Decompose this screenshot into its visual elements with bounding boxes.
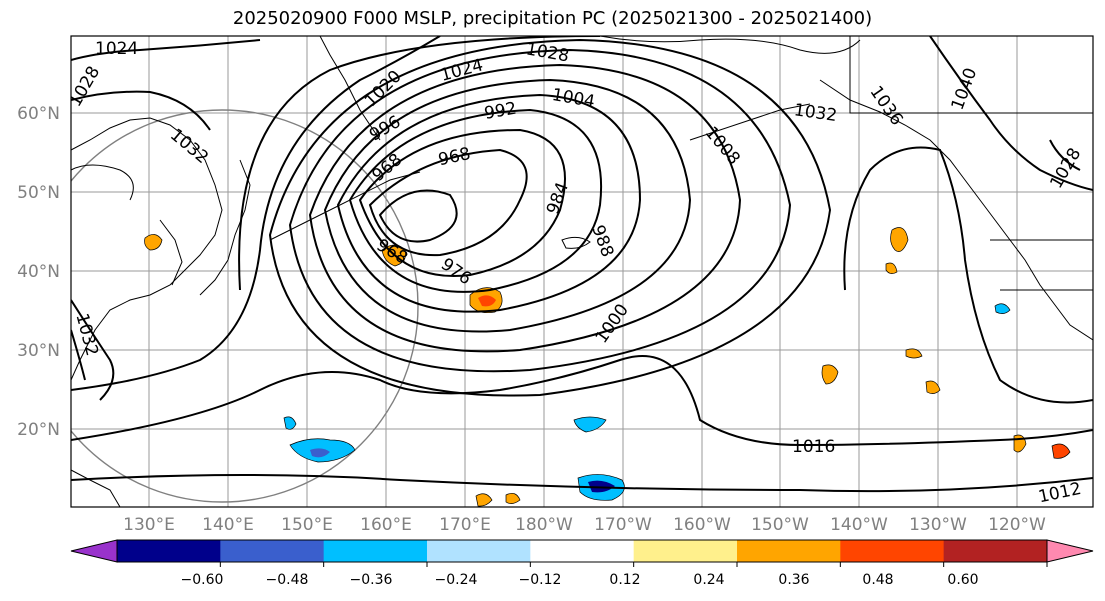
colorbar-segment xyxy=(530,540,635,562)
colorbar-frame xyxy=(116,539,1048,563)
colorbar-tick-label: 0.36 xyxy=(778,572,810,588)
lon-label: 170°E xyxy=(439,515,491,535)
colorbar-segment xyxy=(220,540,325,562)
lon-label: 170°W xyxy=(594,515,652,535)
lon-label: 160°E xyxy=(360,515,412,535)
lon-label: 160°W xyxy=(673,515,731,535)
figure-title: 2025020900 F000 MSLP, precipitation PC (… xyxy=(232,8,873,29)
colorbar-tick-label: 0.48 xyxy=(862,572,894,588)
lon-label: 130°E xyxy=(123,515,175,535)
lat-label-20n: 20°N xyxy=(17,420,60,440)
colorbar-left-extension xyxy=(70,539,118,563)
colorbar-segment xyxy=(737,540,841,562)
colorbar-tick-label: −0.12 xyxy=(518,572,562,588)
lon-label: 140°E xyxy=(202,515,254,535)
colorbar-segment xyxy=(943,540,1048,562)
colorbar-segment xyxy=(633,540,738,562)
colorbar-tick-label: −0.48 xyxy=(265,572,309,588)
lon-label: 150°W xyxy=(751,515,809,535)
colorbar-segment xyxy=(427,540,531,562)
colorbar-segment xyxy=(840,540,945,562)
colorbar-segment xyxy=(117,540,221,562)
lat-label-50n: 50°N xyxy=(17,183,60,203)
colorbar-right-extension xyxy=(1046,539,1094,563)
contour-label: 1024 xyxy=(95,39,138,59)
coastlines xyxy=(71,36,1093,507)
lon-label: 120°W xyxy=(988,515,1046,535)
colorbar xyxy=(70,539,1094,567)
lon-label: 140°W xyxy=(830,515,888,535)
colorbar-tick-label: 0.24 xyxy=(693,572,725,588)
colorbar-tick-label: 0.12 xyxy=(609,572,641,588)
lon-label: 150°E xyxy=(281,515,333,535)
map-frame xyxy=(70,35,1094,508)
lat-label-60n: 60°N xyxy=(17,104,60,124)
isobars xyxy=(71,36,1093,493)
lat-label-40n: 40°N xyxy=(17,262,60,282)
colorbar-tick-label: −0.36 xyxy=(349,572,393,588)
colorbar-tick-label: −0.24 xyxy=(434,572,478,588)
thin-isobars xyxy=(71,36,861,249)
precip-shading xyxy=(144,227,1071,507)
lon-label: 130°W xyxy=(909,515,967,535)
lat-label-30n: 30°N xyxy=(17,341,60,361)
range-circle xyxy=(71,109,419,503)
contour-label: 1016 xyxy=(792,437,835,457)
colorbar-tick-label: 0.60 xyxy=(947,572,979,588)
lon-label: 180°W xyxy=(515,515,573,535)
colorbar-segment xyxy=(323,540,428,562)
colorbar-tick-label: −0.60 xyxy=(180,572,224,588)
